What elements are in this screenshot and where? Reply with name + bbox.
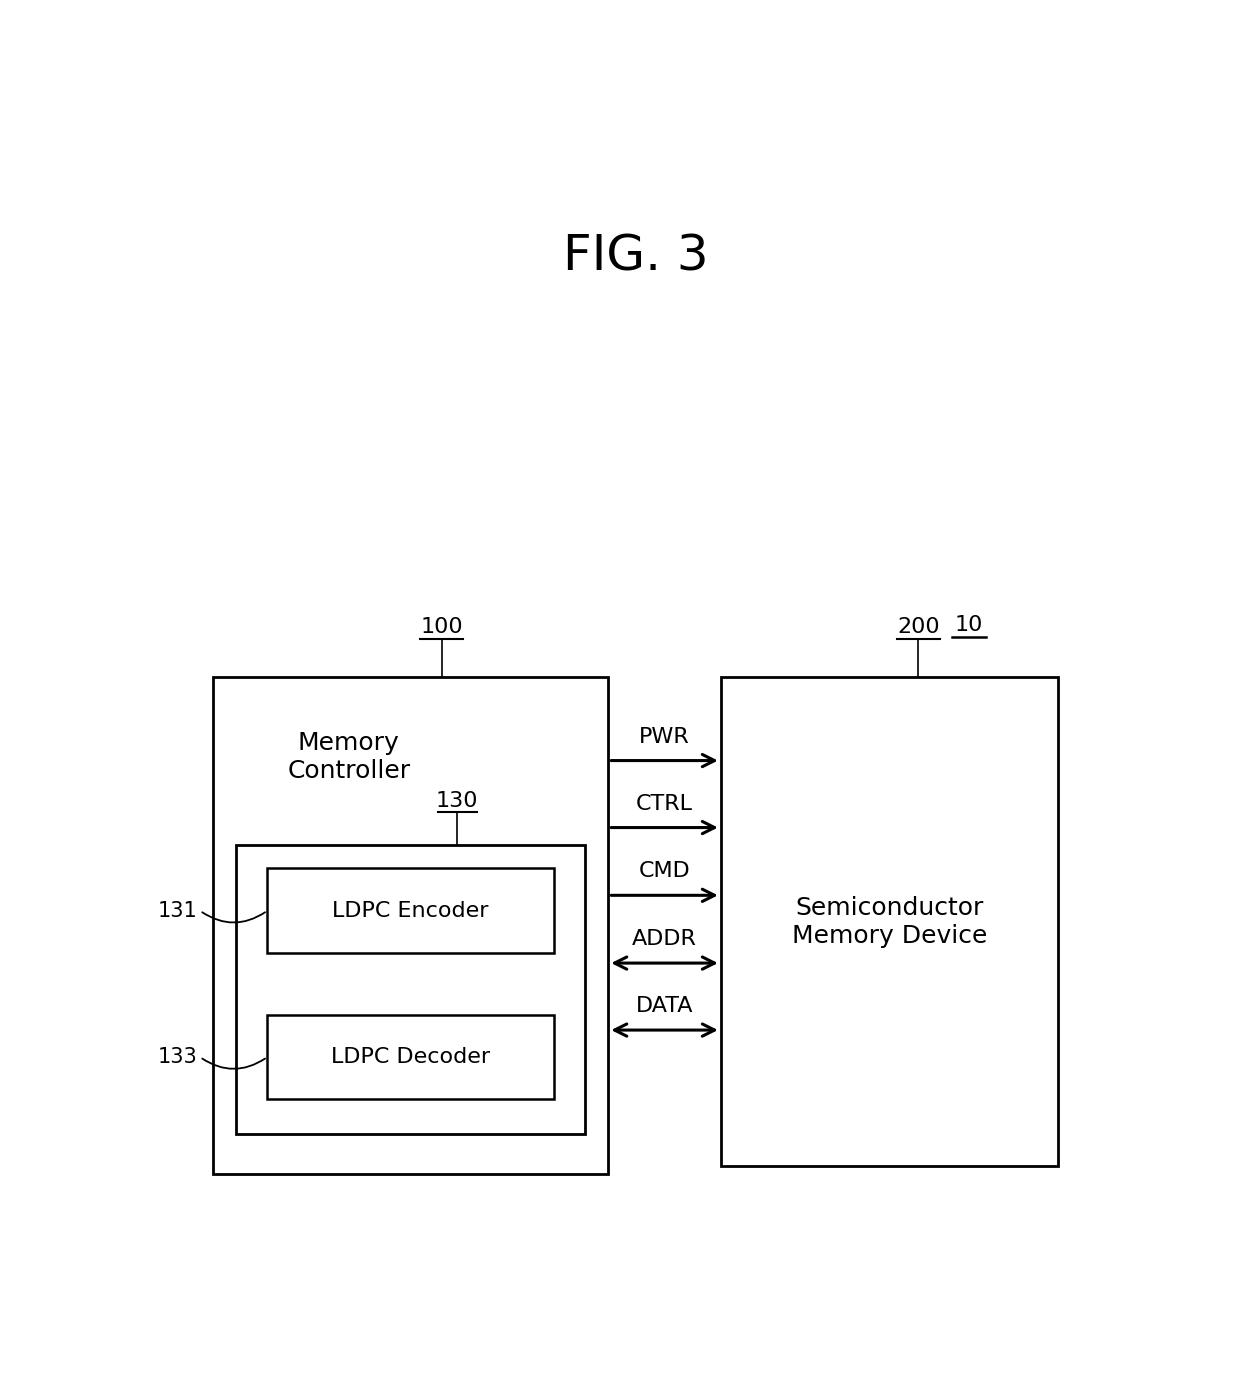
FancyBboxPatch shape	[720, 678, 1058, 1166]
FancyBboxPatch shape	[213, 678, 609, 1174]
Text: 131: 131	[157, 901, 197, 921]
Text: PWR: PWR	[639, 726, 689, 747]
Text: CMD: CMD	[639, 861, 691, 882]
Text: 200: 200	[897, 617, 940, 638]
Text: Semiconductor
Memory Device: Semiconductor Memory Device	[791, 896, 987, 948]
Text: Memory
Controller: Memory Controller	[288, 730, 410, 783]
Text: 100: 100	[420, 617, 463, 638]
Text: FIG. 3: FIG. 3	[563, 233, 708, 280]
FancyBboxPatch shape	[237, 845, 585, 1134]
Text: LDPC Encoder: LDPC Encoder	[332, 901, 489, 921]
Text: LDPC Decoder: LDPC Decoder	[331, 1047, 490, 1067]
Text: 133: 133	[157, 1047, 197, 1067]
FancyBboxPatch shape	[268, 868, 554, 954]
Text: 130: 130	[436, 791, 479, 810]
Text: ADDR: ADDR	[632, 929, 697, 949]
Text: CTRL: CTRL	[636, 794, 693, 813]
Text: DATA: DATA	[636, 996, 693, 1016]
FancyBboxPatch shape	[268, 1014, 554, 1100]
Text: 10: 10	[955, 615, 983, 635]
